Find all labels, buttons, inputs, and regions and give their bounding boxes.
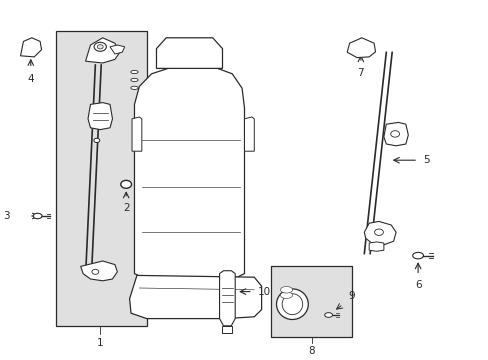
Ellipse shape xyxy=(92,269,99,274)
Ellipse shape xyxy=(390,131,399,137)
Polygon shape xyxy=(222,326,232,333)
Bar xyxy=(56,31,146,326)
Text: 8: 8 xyxy=(308,346,315,356)
Polygon shape xyxy=(156,38,222,68)
Polygon shape xyxy=(110,45,124,54)
Ellipse shape xyxy=(282,294,302,315)
Ellipse shape xyxy=(280,292,292,298)
Ellipse shape xyxy=(121,180,131,188)
Ellipse shape xyxy=(324,312,332,318)
Ellipse shape xyxy=(374,229,383,235)
Polygon shape xyxy=(364,221,395,245)
Bar xyxy=(271,266,351,337)
Ellipse shape xyxy=(412,252,423,259)
Ellipse shape xyxy=(33,213,42,219)
Text: 9: 9 xyxy=(347,291,354,301)
Polygon shape xyxy=(81,261,117,281)
Text: 10: 10 xyxy=(257,287,270,297)
Ellipse shape xyxy=(97,45,103,49)
Ellipse shape xyxy=(131,86,138,90)
Polygon shape xyxy=(132,117,142,151)
Polygon shape xyxy=(368,242,383,251)
Text: 1: 1 xyxy=(97,338,103,348)
Polygon shape xyxy=(85,38,120,63)
Polygon shape xyxy=(219,271,235,326)
Text: 7: 7 xyxy=(357,68,364,78)
Ellipse shape xyxy=(94,138,100,143)
Text: 6: 6 xyxy=(414,280,421,290)
Polygon shape xyxy=(383,122,407,146)
Ellipse shape xyxy=(131,78,138,82)
Polygon shape xyxy=(244,117,254,151)
Text: 4: 4 xyxy=(27,74,34,84)
Polygon shape xyxy=(134,67,244,277)
Ellipse shape xyxy=(280,287,292,293)
Ellipse shape xyxy=(276,289,307,320)
Text: 2: 2 xyxy=(122,203,129,213)
Ellipse shape xyxy=(94,42,106,51)
Polygon shape xyxy=(20,38,41,57)
Polygon shape xyxy=(129,275,261,319)
Text: 3: 3 xyxy=(3,211,10,221)
Ellipse shape xyxy=(131,71,138,74)
Polygon shape xyxy=(88,103,112,130)
Text: 5: 5 xyxy=(422,155,429,165)
Polygon shape xyxy=(346,38,375,58)
